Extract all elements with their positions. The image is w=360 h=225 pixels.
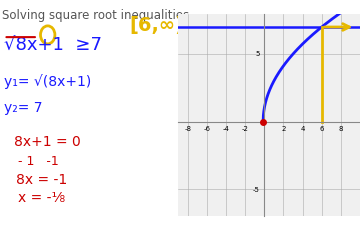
Text: √8x+1  ≥7: √8x+1 ≥7	[4, 36, 102, 54]
Text: 8x = -1: 8x = -1	[16, 173, 67, 187]
Text: y₁= √(8x+1): y₁= √(8x+1)	[4, 74, 91, 89]
Text: x = -¹⁄₈: x = -¹⁄₈	[18, 191, 65, 205]
Text: [6,∞): [6,∞)	[130, 16, 185, 35]
Text: y₂= 7: y₂= 7	[4, 101, 42, 115]
Text: Solving square root inequalities: Solving square root inequalities	[2, 9, 189, 22]
Text: - 1   -1: - 1 -1	[18, 155, 59, 168]
Text: 8x+1 = 0: 8x+1 = 0	[14, 135, 81, 149]
